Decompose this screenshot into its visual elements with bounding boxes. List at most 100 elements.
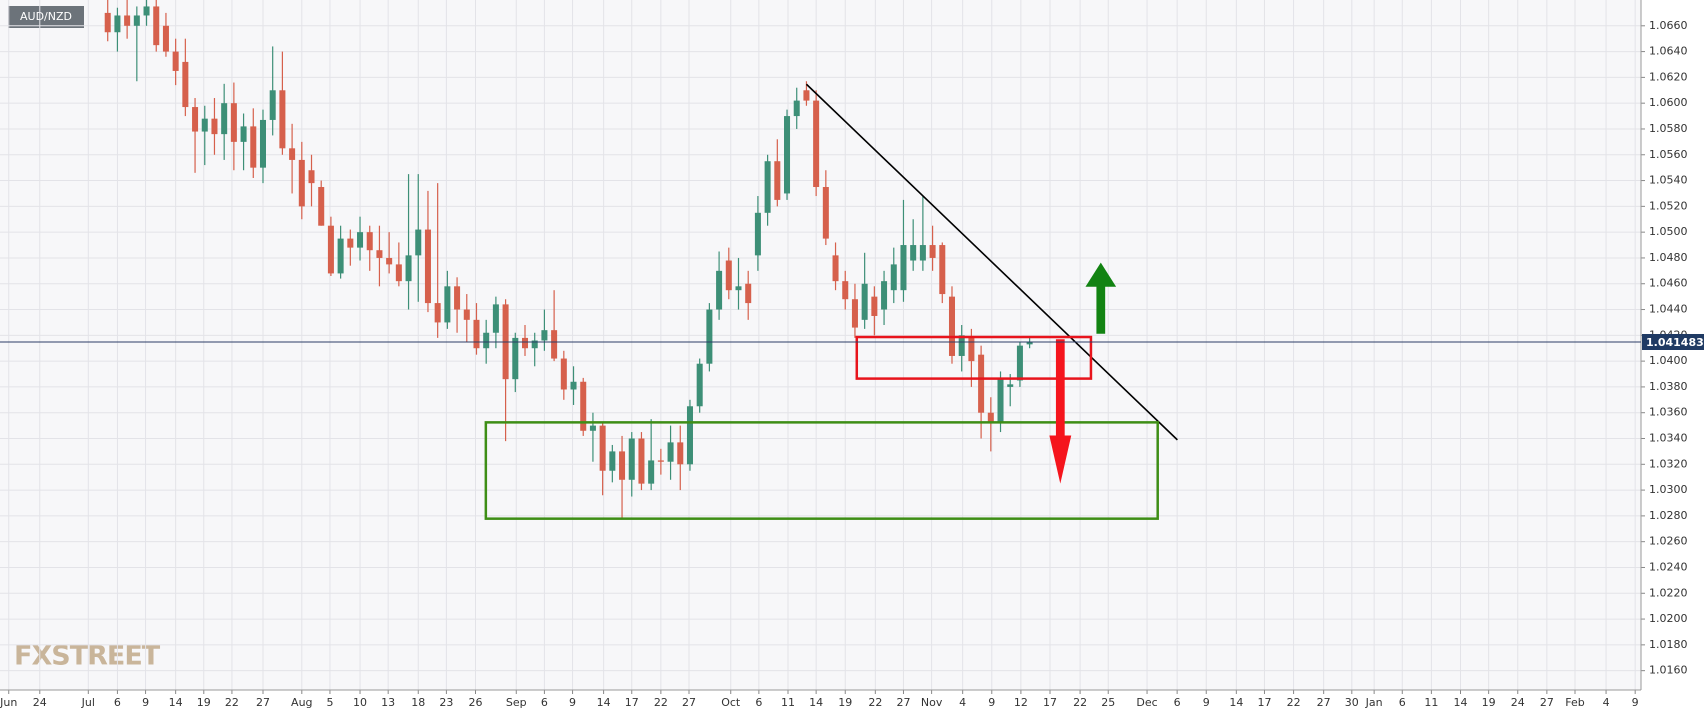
y-tick-label: 1.0580 — [1649, 122, 1688, 135]
candle-body — [298, 159, 305, 207]
candle-body — [395, 264, 402, 282]
support-box — [484, 421, 1159, 520]
x-tick-label: 30 — [1345, 696, 1359, 709]
x-tick-label: 4 — [1603, 696, 1610, 709]
y-tick-label: 1.0340 — [1649, 432, 1688, 445]
trend-line — [805, 83, 1178, 441]
candle-body — [667, 442, 674, 462]
candle-body — [483, 332, 490, 349]
y-tick-label: 1.0540 — [1649, 174, 1688, 187]
y-tick-label: 1.0400 — [1649, 354, 1688, 367]
x-tick-label: 11 — [781, 696, 795, 709]
x-tick-label: 22 — [225, 696, 239, 709]
x-tick-label: 14 — [169, 696, 183, 709]
candle-body — [386, 257, 393, 265]
x-tick-label: Oct — [721, 696, 741, 709]
candle-body — [948, 296, 956, 356]
candle-body — [1026, 341, 1033, 345]
x-tick-label: 27 — [1540, 696, 1554, 709]
candle-body — [240, 126, 247, 142]
x-tick-label: 14 — [597, 696, 611, 709]
candle-body — [114, 15, 121, 33]
y-tick-label: 1.0560 — [1649, 148, 1688, 161]
x-tick-label: 11 — [1424, 696, 1438, 709]
y-tick-label: 1.0600 — [1649, 96, 1688, 109]
x-tick-label: 4 — [959, 696, 966, 709]
x-tick-label: 17 — [1043, 696, 1057, 709]
x-tick-label: 9 — [1203, 696, 1210, 709]
candle-body — [424, 229, 431, 304]
x-tick-label: 22 — [1287, 696, 1301, 709]
candle-body — [415, 229, 422, 256]
candle-body — [259, 119, 266, 168]
x-tick-label: 14 — [1229, 696, 1243, 709]
candle-body — [774, 161, 781, 200]
candle-body — [327, 225, 334, 274]
y-tick-label: 1.0480 — [1649, 251, 1688, 264]
candle-body — [997, 377, 1004, 422]
candle-body — [1016, 345, 1023, 381]
down-arrow — [1049, 339, 1072, 484]
x-tick-label: 17 — [625, 696, 639, 709]
y-tick-label: 1.0460 — [1649, 277, 1688, 290]
candle-body — [890, 264, 897, 291]
candle-body — [347, 238, 354, 248]
candle-body — [201, 118, 208, 132]
candle-body — [619, 451, 626, 480]
x-tick-label: Aug — [291, 696, 312, 709]
y-tick-label: 1.0240 — [1649, 560, 1688, 573]
candle-body — [764, 161, 771, 213]
candle-body — [638, 438, 645, 484]
candle-body — [250, 126, 257, 168]
up-arrow — [1085, 262, 1117, 334]
x-tick-label: 6 — [114, 696, 121, 709]
y-tick-label: 1.0200 — [1649, 612, 1688, 625]
x-tick-label: Nov — [921, 696, 943, 709]
y-tick-label: 1.0320 — [1649, 457, 1688, 470]
candle-body — [580, 381, 587, 431]
x-tick-label: 6 — [541, 696, 548, 709]
y-tick-label: 1.0380 — [1649, 380, 1688, 393]
x-tick-label: 25 — [1101, 696, 1115, 709]
symbol: AUD/NZD — [20, 10, 72, 23]
x-tick-label: Sep — [506, 696, 527, 709]
x-tick-label: Jul — [81, 696, 95, 709]
y-tick-label: 1.0620 — [1649, 70, 1688, 83]
candle-body — [473, 319, 480, 349]
candle-body — [589, 425, 596, 431]
last-price-badge — [1642, 333, 1704, 350]
y-tick-label: 1.0360 — [1649, 406, 1688, 419]
candle-body — [512, 337, 519, 380]
candle-body — [454, 286, 461, 310]
candle-body — [104, 12, 111, 33]
x-tick-label: 27 — [896, 696, 910, 709]
candle-body — [696, 363, 703, 407]
candle-body — [551, 330, 558, 359]
candle-body — [832, 255, 839, 282]
y-tick-label: 1.0500 — [1649, 225, 1688, 238]
candle-body — [628, 438, 635, 480]
candle-body — [434, 303, 441, 323]
x-tick-label: 24 — [1511, 696, 1525, 709]
candle-body — [793, 100, 800, 117]
candle-body — [861, 283, 868, 320]
candle-body — [716, 270, 723, 310]
x-tick-label: 27 — [682, 696, 696, 709]
candle-body — [871, 296, 878, 316]
candle-body — [318, 187, 325, 226]
x-tick-label: 19 — [1482, 696, 1496, 709]
y-tick-label: 1.0440 — [1649, 303, 1688, 316]
x-tick-label: 27 — [256, 696, 270, 709]
x-tick-label: Jan — [1365, 696, 1383, 709]
candle-body — [648, 460, 655, 484]
candle-body — [657, 460, 664, 462]
x-tick-label: 19 — [197, 696, 211, 709]
y-tick-label: 1.0260 — [1649, 535, 1688, 548]
x-tick-label: Dec — [1136, 696, 1157, 709]
candle-body — [813, 100, 820, 188]
x-tick-label: 6 — [755, 696, 762, 709]
x-tick-label: 22 — [868, 696, 882, 709]
candle-body — [521, 337, 529, 349]
x-tick-label: 9 — [988, 696, 995, 709]
